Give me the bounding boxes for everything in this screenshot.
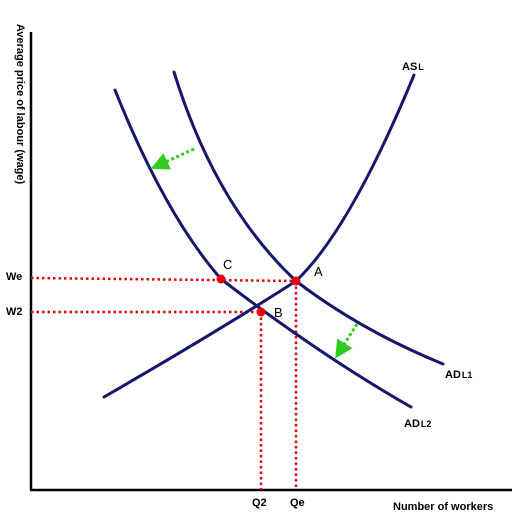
quantity-q2-label: Q2 <box>252 497 267 509</box>
demand-1-curve-label: ADL1 <box>445 369 472 381</box>
shift-arrow-upper <box>150 147 195 170</box>
quantity-qe-label: Qe <box>290 497 305 509</box>
point-c-label: C <box>223 257 232 272</box>
wage-we-label: We <box>6 271 22 283</box>
point-a-marker <box>291 276 301 286</box>
demand-curve-adl1 <box>172 70 445 366</box>
shift-arrow-lower <box>335 323 359 359</box>
x-axis-label: Number of workers <box>393 501 493 513</box>
we-guide-line <box>30 276 297 283</box>
demand-curve-adl2 <box>113 88 413 409</box>
point-b-marker <box>256 307 266 317</box>
demand-2-curve-label-main: AD <box>404 418 420 430</box>
demand-2-curve-label-sub: L2 <box>421 419 432 429</box>
supply-curve-asl <box>102 73 416 399</box>
supply-curve-label-main: AS <box>402 61 417 73</box>
y-axis-label: Average price of labour (wage) <box>14 24 26 185</box>
curves <box>102 70 445 409</box>
demand-1-curve-label-sub: L1 <box>462 370 473 380</box>
point-a-label: A <box>314 264 323 279</box>
demand-1-curve-label-main: AD <box>445 369 461 381</box>
point-b-label: B <box>274 305 283 320</box>
supply-curve-label: ASL <box>402 61 424 73</box>
point-c-marker <box>216 274 226 284</box>
guide-lines <box>30 276 298 490</box>
wage-w2-label: W2 <box>6 306 23 318</box>
supply-curve-label-sub: L <box>418 62 424 72</box>
demand-2-curve-label: ADL2 <box>404 418 431 430</box>
